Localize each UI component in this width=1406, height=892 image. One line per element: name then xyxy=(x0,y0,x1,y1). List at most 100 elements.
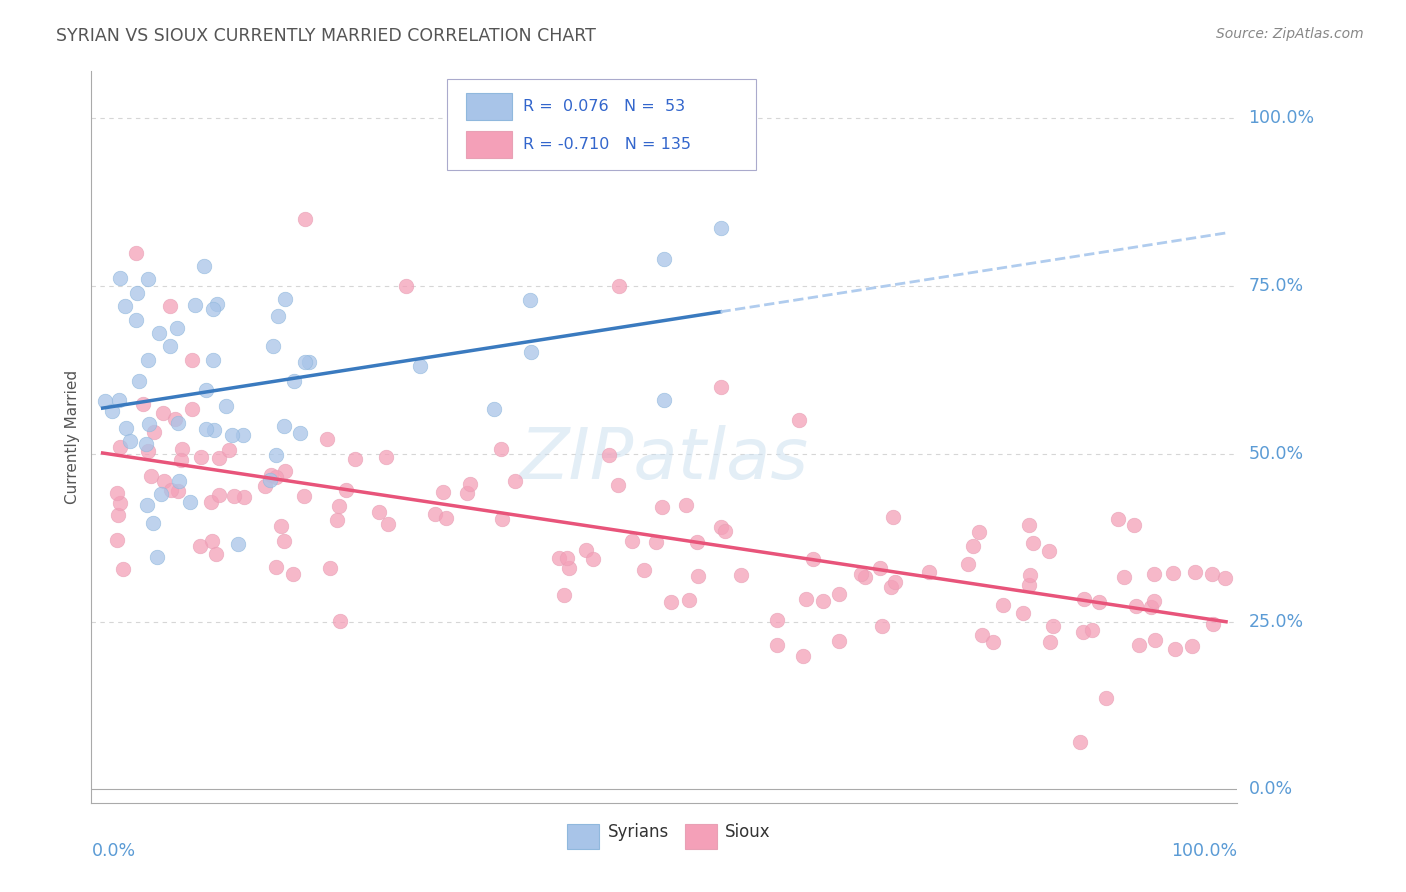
Point xyxy=(200,495,222,509)
Point xyxy=(548,551,571,566)
Point xyxy=(208,450,231,465)
Point xyxy=(166,321,188,335)
Point xyxy=(163,412,186,426)
Point xyxy=(962,539,984,553)
Text: 50.0%: 50.0% xyxy=(1249,445,1303,463)
Point xyxy=(794,592,817,607)
Point xyxy=(319,560,342,574)
Point xyxy=(375,450,398,464)
Point xyxy=(135,437,157,451)
Point xyxy=(149,487,172,501)
Point xyxy=(456,486,478,500)
Point xyxy=(678,593,700,607)
Point xyxy=(801,551,824,566)
Point xyxy=(233,491,256,505)
Point xyxy=(981,635,1004,649)
Point xyxy=(792,648,814,663)
Point xyxy=(766,638,789,652)
Point xyxy=(128,374,150,388)
Point xyxy=(160,483,183,497)
Point xyxy=(1184,566,1206,580)
Point xyxy=(190,450,212,464)
FancyBboxPatch shape xyxy=(685,824,717,849)
Point xyxy=(170,453,193,467)
Point xyxy=(166,483,188,498)
Point xyxy=(575,542,598,557)
Text: R = -0.710   N = 135: R = -0.710 N = 135 xyxy=(523,137,692,152)
Point xyxy=(709,220,731,235)
Point xyxy=(107,508,129,523)
Text: ZIPatlas: ZIPatlas xyxy=(520,425,808,493)
Point xyxy=(377,517,399,532)
Point xyxy=(710,520,733,534)
Point xyxy=(259,473,281,487)
Point xyxy=(918,565,941,579)
Point xyxy=(344,452,367,467)
Point xyxy=(273,419,295,434)
Point xyxy=(1202,617,1225,632)
Point xyxy=(315,432,337,446)
Text: 25.0%: 25.0% xyxy=(1249,613,1303,631)
Point xyxy=(222,489,245,503)
Text: Syrians: Syrians xyxy=(609,823,669,841)
Point xyxy=(201,301,224,316)
Point xyxy=(266,469,288,483)
Point xyxy=(367,505,389,519)
Point xyxy=(273,534,295,549)
Point xyxy=(659,595,682,609)
Point xyxy=(1021,536,1043,550)
Point xyxy=(125,245,148,260)
Point xyxy=(201,533,224,548)
Point xyxy=(870,619,893,633)
Point xyxy=(294,212,316,227)
Point xyxy=(884,575,907,590)
Point xyxy=(1019,567,1042,582)
Point xyxy=(1128,638,1150,652)
Point xyxy=(290,426,312,441)
FancyBboxPatch shape xyxy=(567,824,599,849)
Point xyxy=(1143,594,1166,608)
Point xyxy=(138,417,160,431)
Point xyxy=(1039,634,1062,648)
Point xyxy=(828,634,851,648)
Point xyxy=(686,535,709,549)
Point xyxy=(1201,566,1223,581)
Point xyxy=(118,434,141,448)
Point xyxy=(100,404,122,418)
Point xyxy=(1164,641,1187,656)
Text: SYRIAN VS SIOUX CURRENTLY MARRIED CORRELATION CHART: SYRIAN VS SIOUX CURRENTLY MARRIED CORREL… xyxy=(56,27,596,45)
Point xyxy=(152,406,174,420)
Point xyxy=(143,425,166,439)
Point xyxy=(208,488,231,502)
Point xyxy=(194,422,217,436)
Point xyxy=(202,423,225,437)
Point xyxy=(730,568,752,582)
Point xyxy=(181,402,204,417)
Point xyxy=(967,525,990,540)
Point xyxy=(260,467,283,482)
Point xyxy=(651,500,673,514)
Point xyxy=(218,442,240,457)
Point xyxy=(652,393,675,408)
Point xyxy=(688,569,710,583)
Point xyxy=(482,401,505,416)
Point xyxy=(184,298,207,312)
Point xyxy=(127,285,149,300)
Point xyxy=(107,533,129,547)
Point xyxy=(114,299,136,313)
Point xyxy=(1095,691,1118,706)
Point xyxy=(503,474,526,488)
Point xyxy=(519,293,541,307)
FancyBboxPatch shape xyxy=(467,94,512,120)
Text: Sioux: Sioux xyxy=(725,823,770,841)
Point xyxy=(956,557,979,571)
Point xyxy=(105,485,128,500)
Point xyxy=(1181,639,1204,653)
Point xyxy=(1073,624,1095,639)
Point xyxy=(215,399,238,413)
Point xyxy=(172,442,194,457)
Point xyxy=(633,563,655,577)
Point xyxy=(266,449,288,463)
Point xyxy=(1107,512,1129,526)
Point xyxy=(425,507,447,521)
